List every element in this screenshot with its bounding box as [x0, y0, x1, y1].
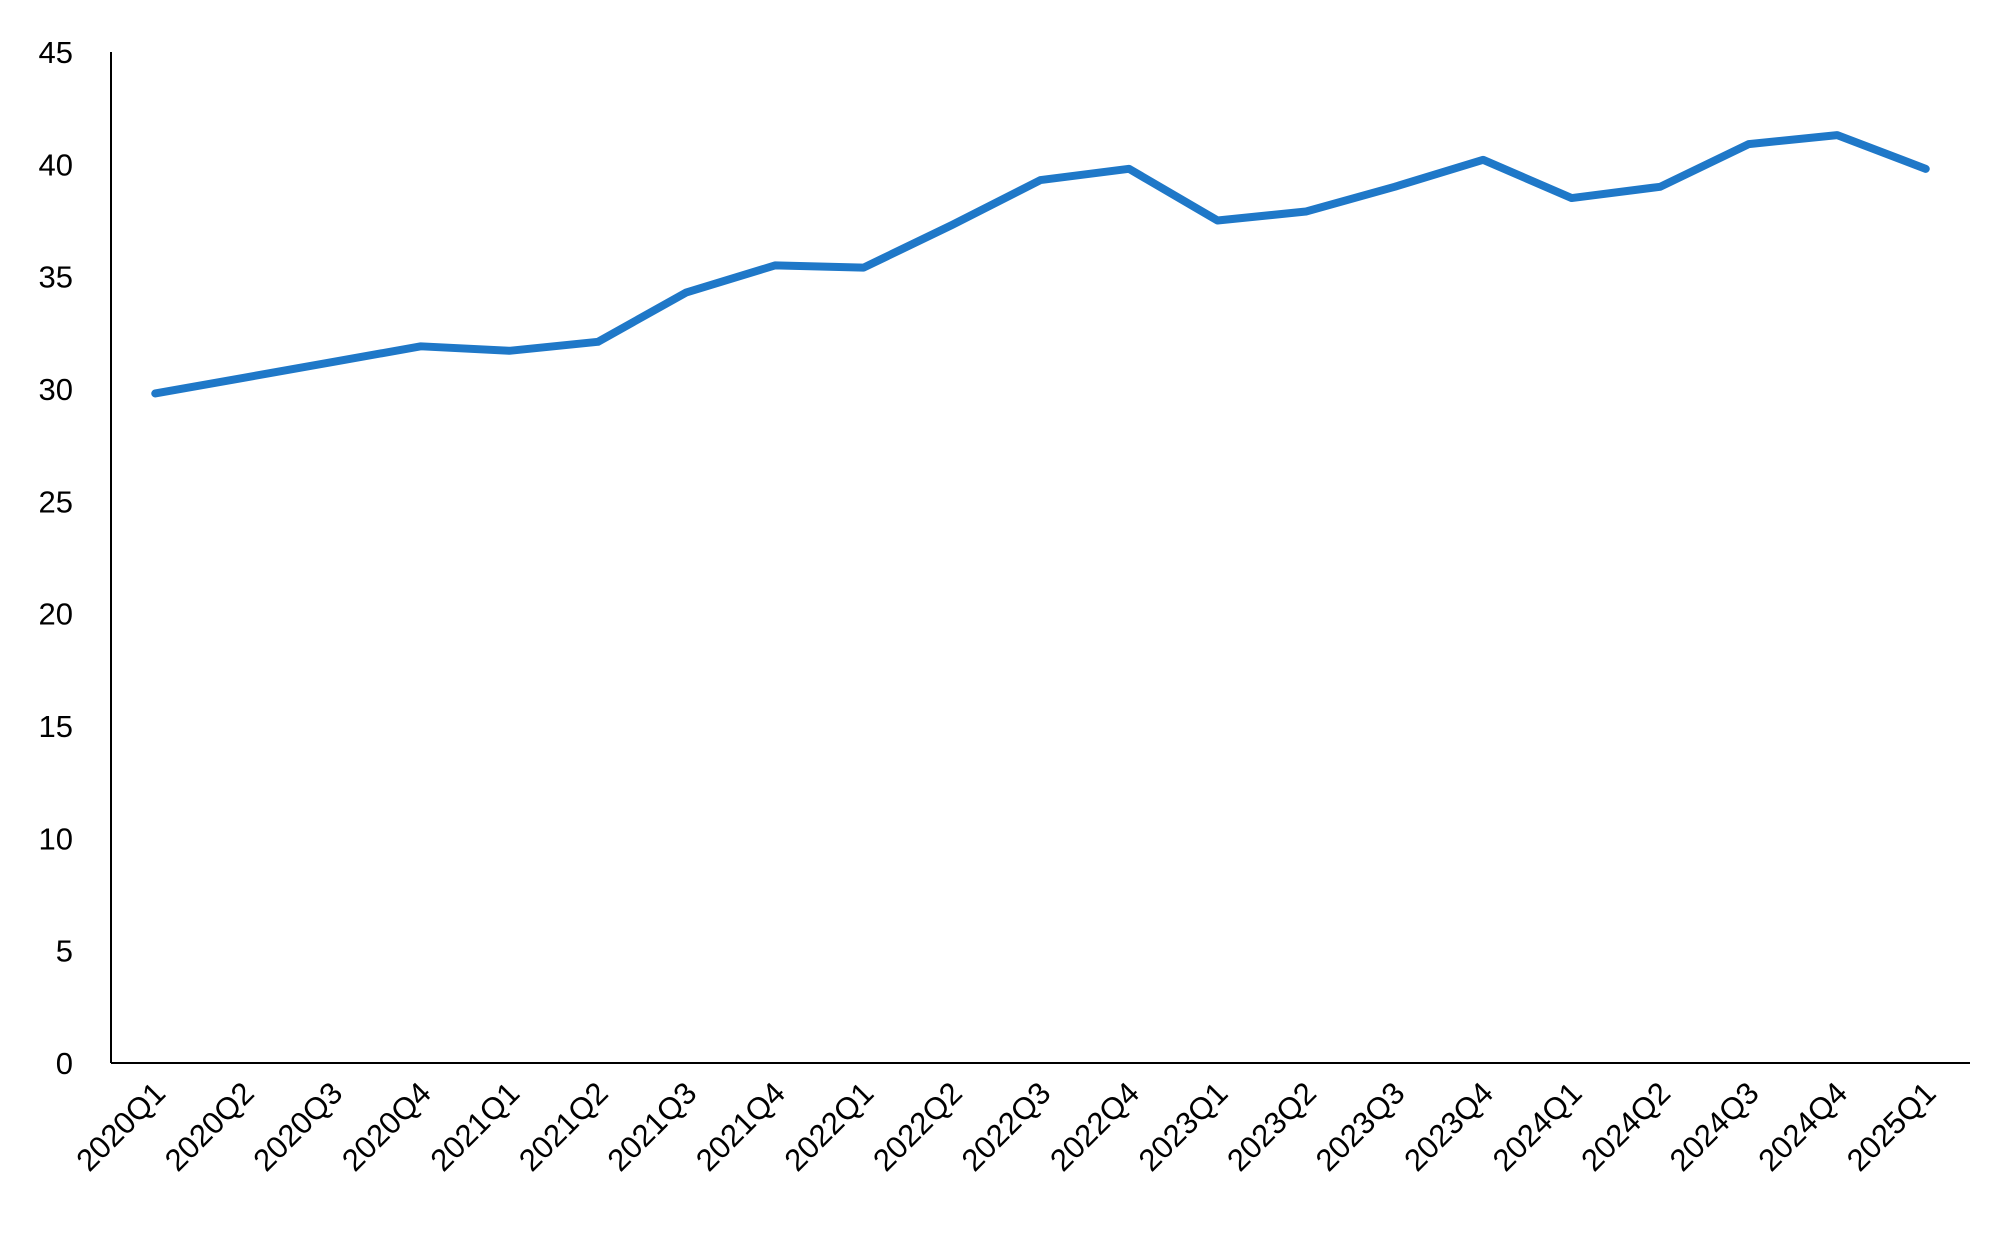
x-tick-label: 2020Q4 [335, 1075, 438, 1178]
y-tick-label: 15 [39, 709, 73, 744]
x-tick-label: 2020Q1 [69, 1075, 172, 1178]
x-tick-label: 2024Q1 [1486, 1075, 1589, 1178]
x-tick-label: 2022Q3 [955, 1075, 1058, 1178]
x-tick-label: 2022Q1 [778, 1075, 881, 1178]
x-tick-label: 2021Q4 [689, 1075, 792, 1178]
x-tick-label: 2020Q3 [246, 1075, 349, 1178]
x-tick-label: 2023Q4 [1397, 1075, 1500, 1178]
x-tick-label: 2024Q2 [1574, 1075, 1677, 1178]
x-tick-label: 2024Q4 [1751, 1075, 1854, 1178]
y-tick-label: 30 [39, 372, 73, 407]
y-tick-label: 35 [39, 260, 73, 295]
x-tick-label: 2025Q1 [1840, 1075, 1943, 1178]
y-tick-label: 10 [39, 821, 73, 856]
x-tick-label: 2021Q1 [424, 1075, 527, 1178]
x-tick-label: 2024Q3 [1663, 1075, 1766, 1178]
x-tick-label: 2023Q2 [1220, 1075, 1323, 1178]
x-tick-label: 2022Q2 [866, 1075, 969, 1178]
y-tick-label: 45 [39, 35, 73, 70]
y-tick-label: 5 [56, 934, 73, 969]
y-tick-label: 25 [39, 484, 73, 519]
x-tick-label: 2021Q2 [512, 1075, 615, 1178]
line [151, 131, 1930, 398]
x-tick-label: 2023Q3 [1309, 1075, 1412, 1178]
x-tick-label: 2021Q3 [601, 1075, 704, 1178]
x-tick-label: 2022Q4 [1043, 1075, 1146, 1178]
y-tick-label: 0 [56, 1046, 73, 1081]
x-tick-label: 2020Q2 [158, 1075, 261, 1178]
y-tick-label: 20 [39, 597, 73, 632]
x-tick-label: 2023Q1 [1132, 1075, 1235, 1178]
y-tick-label: 40 [39, 147, 73, 182]
